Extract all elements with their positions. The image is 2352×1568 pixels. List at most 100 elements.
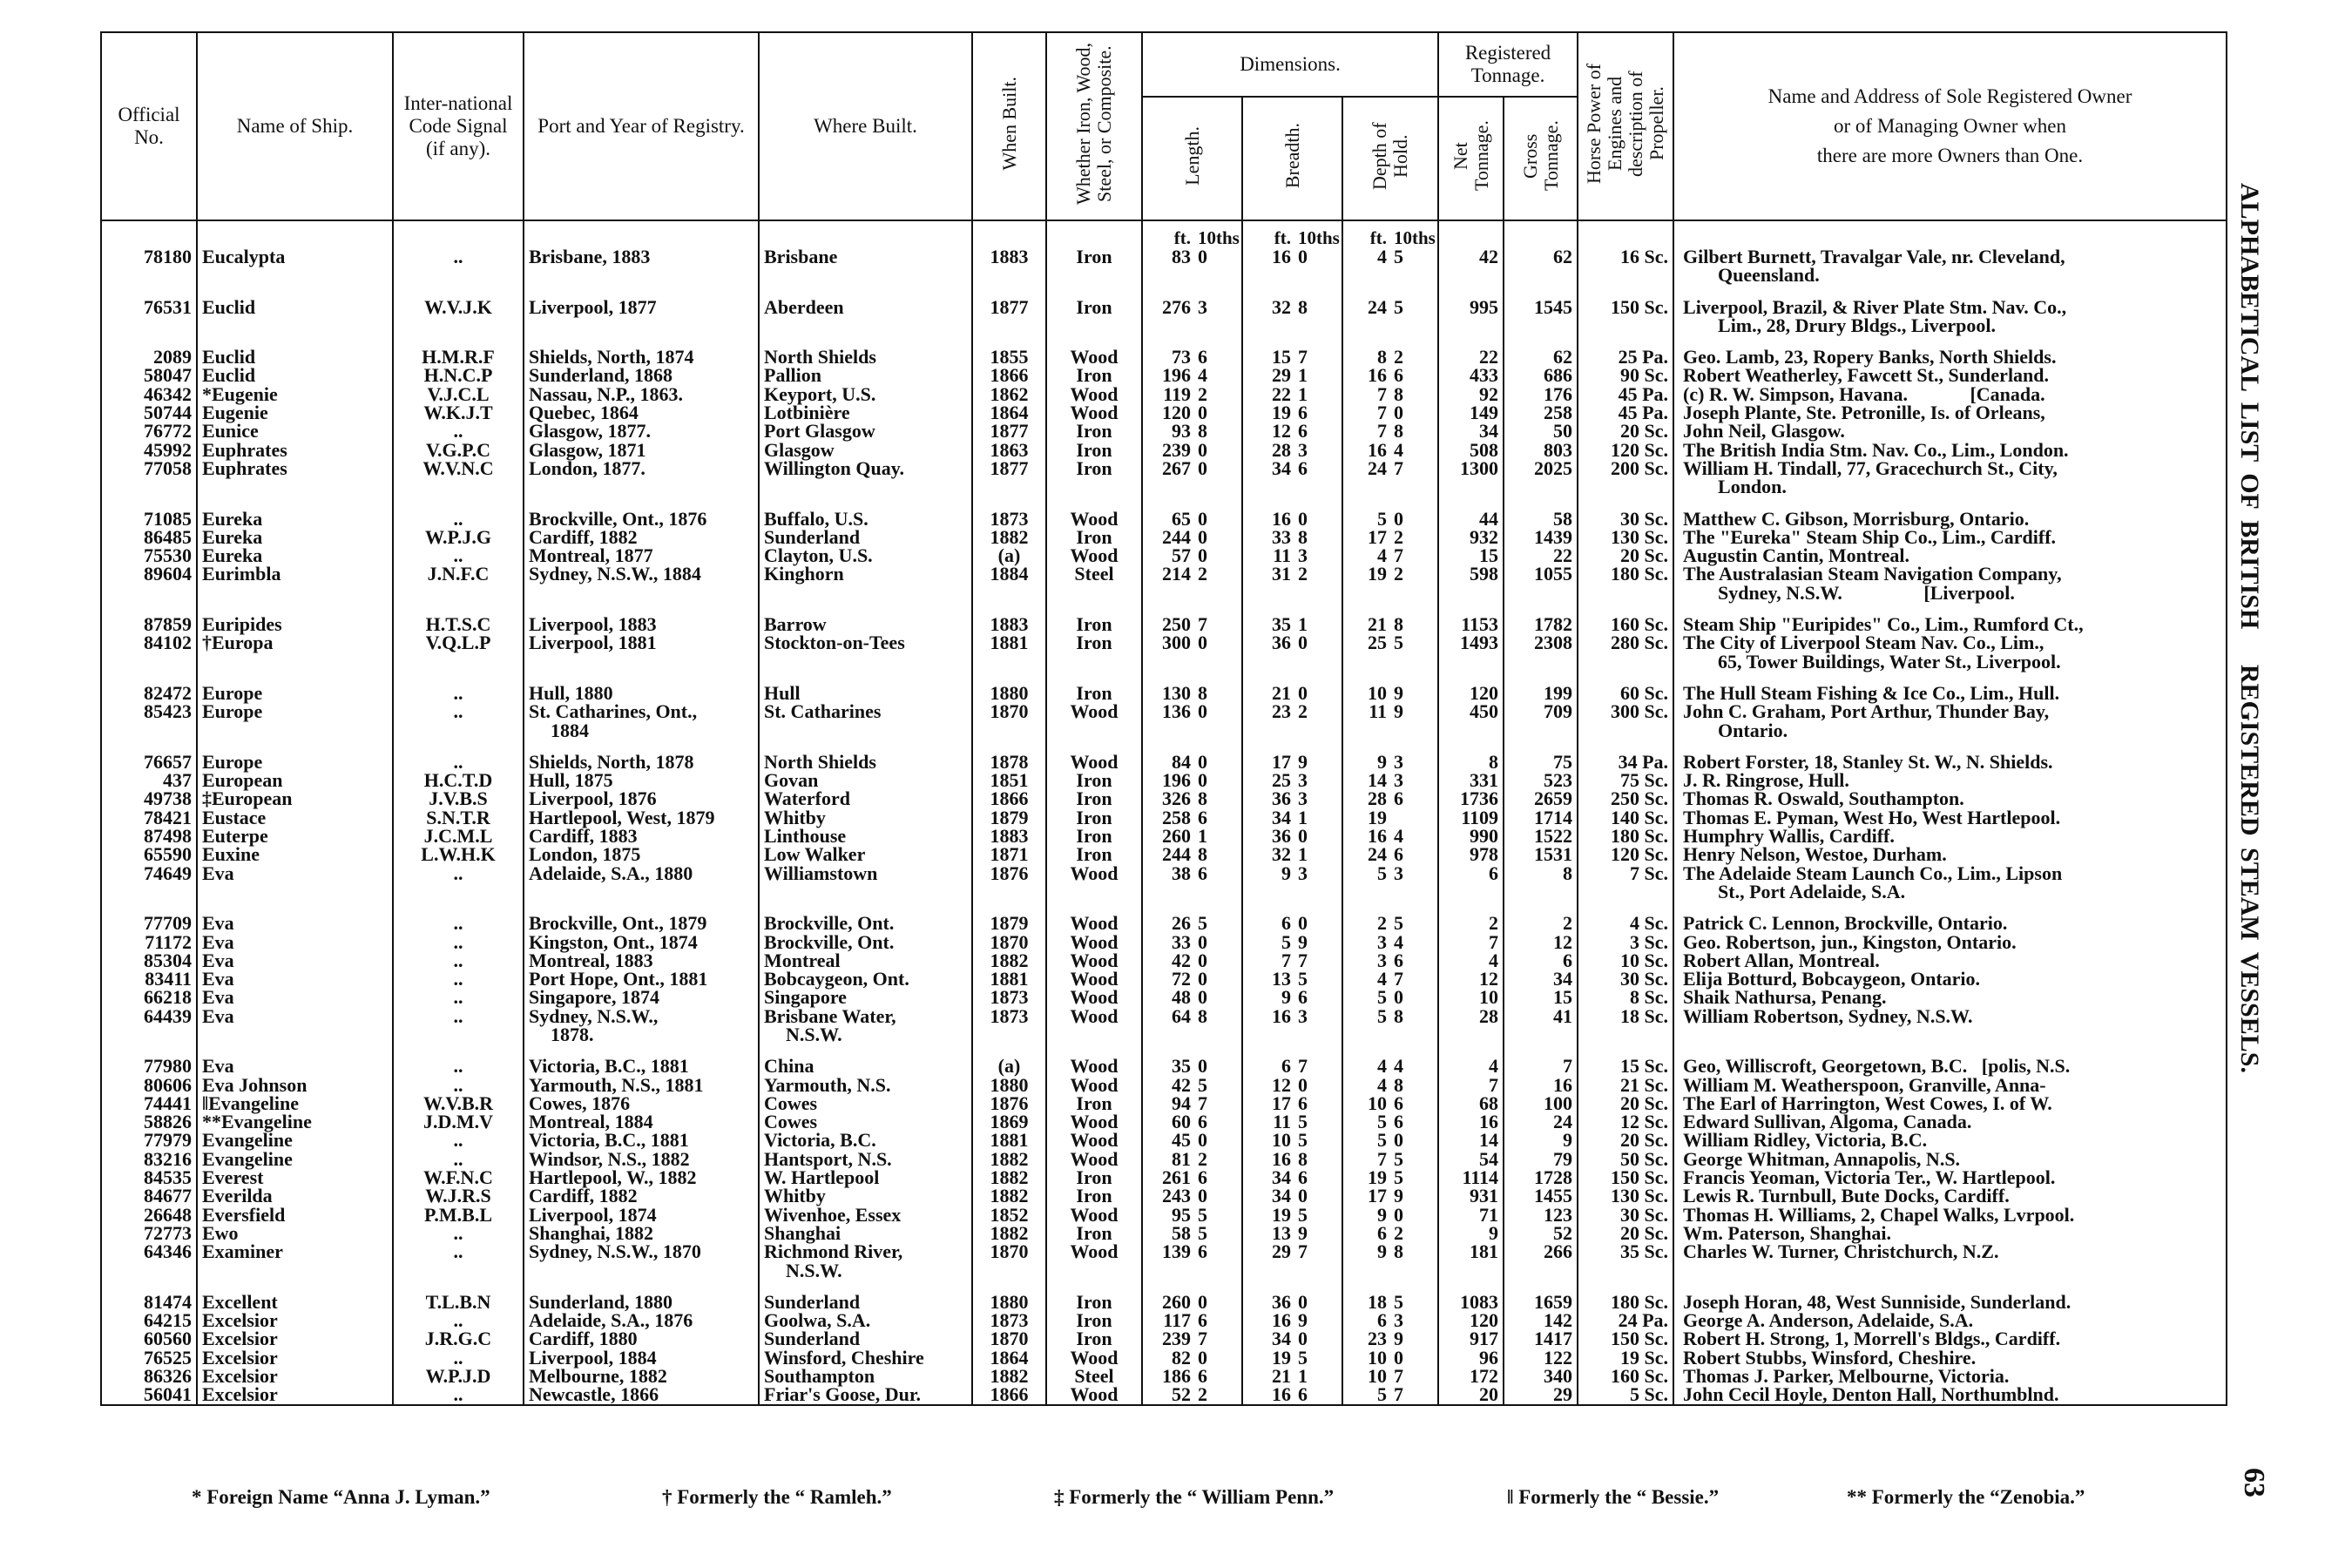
depth-tenths: 5 (1392, 297, 1440, 316)
when-built: 1879 (971, 808, 1047, 827)
owner: Robert Forster, 18, Stanley St. W., N. S… (1673, 752, 2228, 771)
spacer-cell (1241, 670, 1296, 684)
material: Wood (1045, 1075, 1143, 1094)
ship-name: Eva (196, 863, 394, 882)
horse-power (1577, 315, 1675, 335)
spacer-cell (1241, 284, 1296, 298)
port-registry: Sunderland, 1880 (523, 1292, 760, 1311)
depth-tenths (1392, 1024, 1440, 1044)
depth-tenths: 6 (1392, 845, 1440, 864)
gross-tonnage: 1522 (1503, 826, 1579, 846)
net-tonnage (1437, 315, 1505, 335)
length-tenths: 0 (1196, 1292, 1243, 1311)
header-depth-label: Depth of Hold. (1369, 122, 1411, 190)
length-tenths: 3 (1196, 297, 1243, 316)
where-built: Waterford (758, 789, 973, 808)
ship-name: Europe (196, 752, 394, 771)
material (1045, 652, 1143, 671)
code-signal: .. (392, 1310, 524, 1330)
material (1045, 882, 1143, 902)
ship-name (196, 477, 394, 497)
gross-tonnage: 2308 (1503, 633, 1579, 652)
length-ft: 260 (1141, 826, 1196, 846)
footnote-3: ‡ Formerly the “ William Penn.” (1054, 1486, 1335, 1508)
spacer-cell (196, 496, 394, 510)
horse-power: 20 Sc. (1577, 422, 1675, 441)
table-row: 84677 Everilda W.J.R.S Cardiff, 1882 Whitby 1… (100, 1186, 2228, 1206)
breadth-ft: 16 (1241, 247, 1296, 267)
net-tonnage (1437, 1260, 1505, 1280)
gross-tonnage: 686 (1503, 366, 1579, 385)
code-signal: V.G.P.C (392, 440, 524, 459)
breadth-ft: 16 (1241, 1310, 1296, 1330)
spacer-cell (1342, 739, 1392, 753)
material: Wood (1045, 509, 1143, 528)
code-signal: L.W.H.K (392, 845, 524, 864)
spacer-cell (1045, 602, 1143, 616)
spacer-cell (1241, 335, 1296, 348)
spacer-cell (1342, 901, 1392, 915)
where-built (758, 315, 973, 335)
table-row-continuation: N.S.W. (100, 1260, 2228, 1280)
horse-power (1577, 1024, 1675, 1044)
horse-power: 34 Pa. (1577, 752, 1675, 771)
when-built: 1877 (971, 297, 1047, 316)
when-built: 1882 (971, 527, 1047, 547)
net-tonnage: 450 (1437, 702, 1505, 721)
where-built: Goolwa, S.A. (758, 1310, 973, 1330)
material (1045, 1024, 1143, 1044)
spacer-cell (1296, 1279, 1343, 1293)
table-row: 86485 Eureka W.P.J.G Cardiff, 1882 Sunderlan… (100, 527, 2228, 547)
where-built: Friar's Goose, Dur. (758, 1385, 973, 1406)
length-ft (1141, 266, 1196, 285)
gross-tonnage: 9 (1503, 1131, 1579, 1150)
net-tonnage: 1109 (1437, 808, 1505, 827)
net-tonnage: 917 (1437, 1329, 1505, 1348)
where-built: North Shields (758, 752, 973, 771)
material: Wood (1045, 348, 1143, 367)
breadth-ft: 15 (1241, 348, 1296, 367)
breadth-tenths: 6 (1296, 1385, 1343, 1406)
net-tonnage: 598 (1437, 564, 1505, 584)
table-row-continuation: Sydney, N.S.W. [Liverpool. (100, 583, 2228, 602)
official-no: 75530 (100, 546, 198, 565)
horse-power: 30 Sc. (1577, 969, 1675, 989)
table-row: 76531 Euclid W.V.J.K Liverpool, 1877 Aberdee… (100, 297, 2228, 316)
depth-tenths: 5 (1392, 633, 1440, 652)
horse-power: 19 Sc. (1577, 1348, 1675, 1367)
group-spacer (100, 739, 2228, 753)
net-tonnage: 1300 (1437, 458, 1505, 478)
where-built: Winsford, Cheshire (758, 1348, 973, 1367)
material: Wood (1045, 1006, 1143, 1025)
breadth-tenths (1296, 315, 1343, 335)
length-ft: 244 (1141, 527, 1196, 547)
breadth-tenths: 6 (1296, 458, 1343, 478)
spacer-cell (100, 739, 198, 753)
spacer-cell (758, 1279, 973, 1293)
when-built (971, 266, 1047, 285)
depth-ft: 4 (1342, 546, 1392, 565)
length-tenths: 6 (1196, 1112, 1243, 1132)
spacer-cell (758, 284, 973, 298)
breadth-ft: 34 (1241, 808, 1296, 827)
spacer-cell (1296, 670, 1343, 684)
spacer-cell (392, 496, 524, 510)
horse-power: 30 Sc. (1577, 509, 1675, 528)
depth-tenths: 5 (1392, 1292, 1440, 1311)
breadth-ft: 10 (1241, 1131, 1296, 1150)
horse-power: 7 Sc. (1577, 863, 1675, 882)
spacer-cell (758, 670, 973, 684)
breadth-ft (1241, 882, 1296, 902)
depth-tenths: 7 (1392, 1366, 1440, 1386)
official-no: 72773 (100, 1223, 198, 1243)
official-no (100, 882, 198, 902)
ship-name: ‡European (196, 789, 394, 808)
length-ft: 48 (1141, 988, 1196, 1007)
official-no: 64439 (100, 1006, 198, 1025)
length-ft: 58 (1141, 1223, 1196, 1243)
depth-ft: 19 (1342, 564, 1392, 584)
gross-tonnage: 29 (1503, 1385, 1579, 1406)
depth-tenths: 7 (1392, 546, 1440, 565)
official-no: 84102 (100, 633, 198, 652)
when-built: 1882 (971, 1167, 1047, 1187)
